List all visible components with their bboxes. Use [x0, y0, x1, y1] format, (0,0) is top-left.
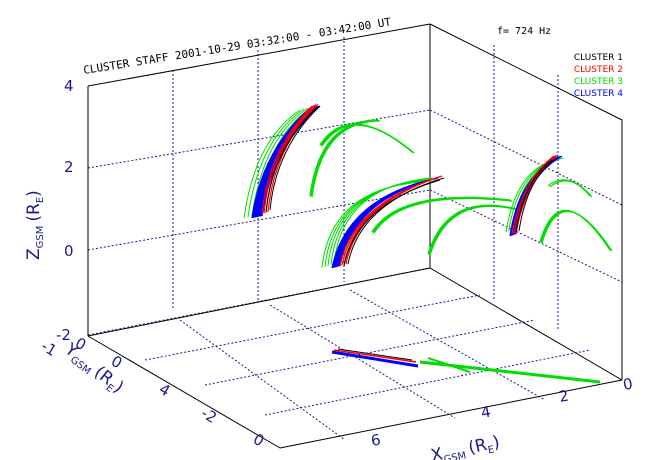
box-edge [87, 267, 431, 337]
z-axis-unit: (R [24, 203, 44, 222]
y-axis-unit-sub: E [103, 382, 115, 395]
arc-cluster-3 [310, 119, 380, 197]
grid-line [87, 189, 431, 251]
z-axis-subscript: GSM [35, 226, 46, 249]
z-axis-unit-close: ) [24, 190, 44, 197]
arc-cluster-2 [511, 155, 555, 235]
arc-cluster-3 [549, 180, 593, 198]
arc-cluster-4 [511, 156, 559, 236]
arc-cluster-2 [345, 175, 443, 265]
arc-cluster-3 [311, 120, 381, 198]
arc-cluster-3 [428, 205, 522, 255]
grid-line [429, 189, 623, 283]
arc-cluster-4 [334, 178, 433, 268]
y-tick-label: 4 [156, 380, 173, 400]
x-axis-letter: X [429, 444, 445, 460]
z-tick-label: -2 [56, 326, 71, 344]
arc-cluster-4 [512, 156, 559, 236]
arc-cluster-2 [261, 105, 313, 215]
ground-track-cluster-2 [333, 349, 417, 363]
x-axis-unit-sub: E [487, 444, 495, 456]
arc-cluster-3 [251, 107, 309, 217]
grid-line [264, 349, 591, 416]
y-tick-label: 0 [250, 430, 267, 450]
arc-cluster-1 [518, 158, 556, 232]
z-axis-ticks: 4 2 0 -2 [56, 77, 74, 344]
arc-cluster-3 [373, 197, 513, 234]
x-axis-label: XGSM(RE) [429, 432, 502, 460]
arc-cluster-3 [333, 177, 433, 265]
frequency-annotation: f= 724 Hz [497, 26, 551, 37]
grid-line [87, 109, 431, 169]
y-axis-subscript: GSM [68, 355, 93, 378]
x-axis-ticks: 6 4 2 0 [370, 375, 635, 450]
plot-box [87, 23, 623, 449]
arc-cluster-1 [265, 107, 317, 213]
z-axis-label: ZGSM (RE) [24, 190, 46, 260]
z-tick-label: 0 [64, 242, 74, 260]
arc-cluster-1 [515, 159, 553, 233]
box-edge [429, 23, 623, 121]
x-tick-label: 4 [480, 403, 493, 422]
arc-cluster-3 [243, 109, 301, 219]
arc-cluster-1 [269, 105, 321, 211]
arc-cluster-3 [429, 205, 523, 256]
grid-line [204, 319, 536, 386]
arc-cluster-1 [347, 177, 445, 265]
svg-text:XGSM(RE): XGSM(RE) [429, 432, 502, 460]
ground-track-cluster-4 [331, 350, 419, 368]
legend-item-cluster-4: CLUSTER 4 [574, 89, 623, 99]
x-tick-label: 2 [558, 387, 571, 406]
x-axis-unit-close: ) [491, 432, 502, 453]
grid-line [349, 289, 546, 401]
y-tick-label: -2 [198, 404, 220, 427]
x-axis-subscript: GSM [443, 450, 468, 460]
ray-arcs [243, 103, 613, 269]
ground-track-cluster-1 [337, 348, 413, 361]
z-tick-label: 4 [64, 77, 74, 95]
box-edge [87, 335, 281, 449]
arc-cluster-2 [263, 104, 315, 214]
grid-line [144, 294, 481, 361]
z-axis-unit-sub: E [35, 197, 46, 203]
box-edge [87, 23, 431, 87]
arc-cluster-3 [539, 209, 611, 251]
svg-text:ZGSM(RE): ZGSM (RE) [24, 190, 46, 260]
z-tick-label: 2 [64, 158, 74, 176]
ground-track-cluster-3 [427, 357, 471, 373]
legend-item-cluster-1: CLUSTER 1 [574, 53, 623, 63]
box-edge [279, 379, 623, 449]
arc-cluster-3 [321, 124, 415, 154]
box-edge [429, 267, 623, 381]
arc-cluster-3 [247, 108, 305, 218]
arc-cluster-4 [334, 178, 434, 268]
arc-cluster-2 [267, 103, 319, 213]
x-tick-label: 0 [622, 375, 635, 394]
x-axis-unit: (R [467, 435, 489, 458]
legend-item-cluster-3: CLUSTER 3 [574, 77, 623, 87]
grid-line [269, 304, 456, 419]
x-tick-label: 6 [370, 431, 383, 450]
arc-cluster-3 [541, 210, 613, 252]
legend-item-cluster-2: CLUSTER 2 [574, 65, 623, 75]
legend: CLUSTER 1 CLUSTER 2 CLUSTER 3 CLUSTER 4 [574, 53, 623, 99]
z-axis-letter: Z [24, 248, 44, 260]
ground-projection [331, 348, 601, 384]
chart-title: CLUSTER STAFF 2001-10-29 03:32:00 - 03:4… [82, 15, 392, 77]
